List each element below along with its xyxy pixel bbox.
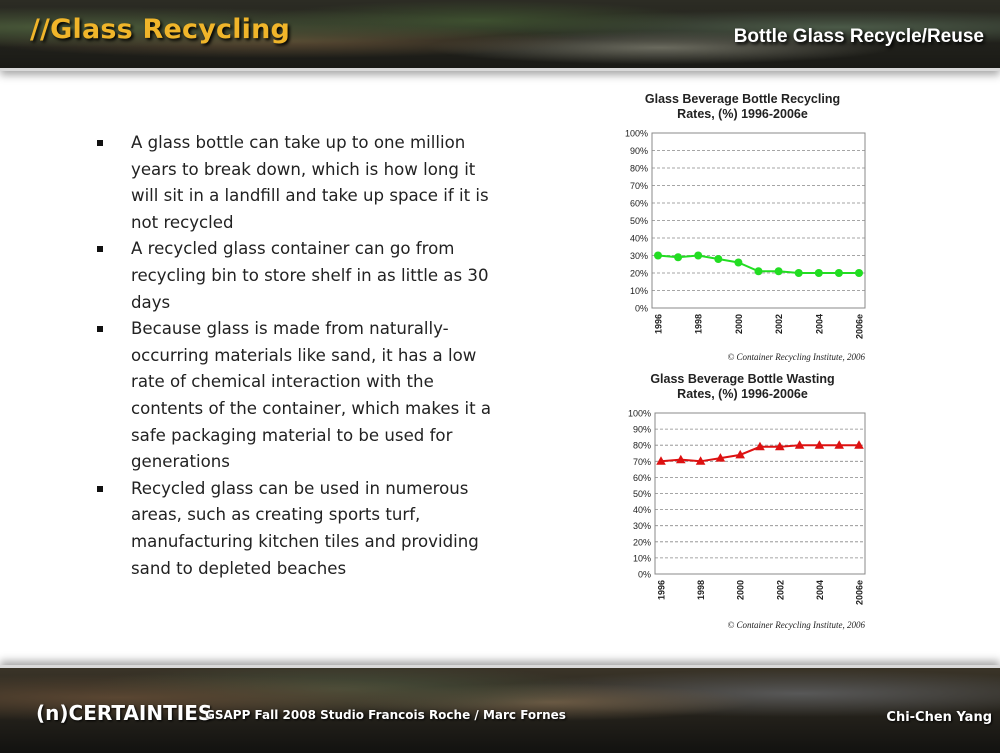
- recycling-rate-chart: Glass Beverage Bottle Recycling Rates, (…: [600, 88, 885, 362]
- bullet-text: Recycled glass can be used in numerous a…: [131, 478, 479, 578]
- y-tick-label: 0%: [638, 570, 651, 580]
- recycling-chart-plot: 0% 10% 20% 30% 40% 50% 60% 70% 80% 90% 100% 1996 199…: [625, 129, 866, 339]
- x-tick-label: 2002: [774, 314, 784, 334]
- square-bullet-icon: [97, 485, 103, 492]
- chart-credit: © Container Recycling Institute, 2006: [727, 352, 865, 362]
- y-tick-label: 90%: [633, 425, 651, 435]
- data-point: [794, 269, 803, 277]
- x-tick-label: 1998: [694, 314, 704, 334]
- x-tick-label: 2000: [736, 580, 746, 600]
- y-tick-label: 20%: [630, 269, 648, 279]
- data-point: [694, 251, 703, 260]
- square-bullet-icon: [97, 140, 103, 146]
- bullet-list: A glass bottle can take up to one millio…: [96, 130, 506, 582]
- y-tick-label: 80%: [633, 441, 651, 451]
- y-tick-label: 40%: [630, 234, 648, 244]
- y-tick-label: 20%: [633, 537, 651, 547]
- y-tick-label: 80%: [630, 164, 648, 174]
- bullet-text: Because glass is made from naturally-occ…: [131, 319, 492, 472]
- y-tick-label: 90%: [630, 146, 648, 156]
- y-tick-label: 30%: [633, 521, 651, 531]
- footer-brand: (n)CERTAINTIES: [36, 701, 213, 725]
- data-point: [854, 440, 864, 449]
- chart-title-line: Glass Beverage Bottle Wasting: [650, 372, 835, 386]
- x-tick-label: 1998: [696, 580, 706, 600]
- data-point: [715, 453, 726, 462]
- y-tick-label: 30%: [630, 251, 648, 261]
- data-point: [714, 255, 723, 263]
- y-tick-label: 10%: [630, 286, 648, 296]
- x-tick-label: 2006e: [855, 314, 865, 339]
- data-point: [794, 440, 805, 449]
- x-tick-label: 2006e: [855, 580, 865, 605]
- bullet-item: A glass bottle can take up to one millio…: [96, 130, 506, 236]
- data-point: [814, 269, 823, 277]
- slide-footer: (n)CERTAINTIES GSAPP Fall 2008 Studio Fr…: [0, 665, 1000, 753]
- y-tick-label: 70%: [633, 457, 651, 467]
- x-tick-label: 2000: [734, 314, 744, 334]
- data-point: [674, 253, 683, 262]
- y-tick-label: 100%: [628, 409, 651, 419]
- data-point: [814, 440, 825, 449]
- wasting-rate-chart: Glass Beverage Bottle Wasting Rates, (%)…: [600, 368, 885, 638]
- square-bullet-icon: [97, 246, 103, 253]
- chart-credit: © Container Recycling Institute, 2006: [727, 620, 865, 630]
- chart-title-line: Rates, (%) 1996-2006e: [677, 387, 808, 401]
- bullet-item: A recycled glass container can go from r…: [96, 236, 506, 316]
- wasting-chart-plot: 0% 10% 20% 30% 40% 50% 60% 70% 80% 90% 100% 1996 199…: [628, 409, 866, 605]
- y-tick-label: 100%: [625, 129, 648, 139]
- data-point: [654, 251, 662, 260]
- y-tick-label: 60%: [633, 473, 651, 483]
- y-tick-label: 50%: [630, 216, 648, 226]
- data-point: [855, 269, 863, 277]
- data-point: [775, 441, 785, 451]
- chart-title-line: Rates, (%) 1996-2006e: [677, 107, 808, 121]
- bullet-item: Recycled glass can be used in numerous a…: [96, 476, 506, 582]
- chart-title: Glass Beverage Bottle Recycling Rates, (…: [600, 92, 885, 122]
- chart-title: Glass Beverage Bottle Wasting Rates, (%)…: [600, 372, 885, 402]
- x-tick-label: 2002: [775, 580, 785, 600]
- data-point: [834, 269, 843, 277]
- data-point: [735, 449, 745, 459]
- slide-subtitle: Bottle Glass Recycle/Reuse: [733, 26, 984, 47]
- bullet-text: A recycled glass container can go from r…: [131, 239, 489, 312]
- y-tick-label: 70%: [630, 181, 648, 191]
- y-tick-label: 40%: [633, 505, 651, 515]
- footer-author: Chi-Chen Yang: [886, 710, 992, 725]
- y-tick-label: 0%: [635, 304, 648, 314]
- y-tick-label: 60%: [630, 199, 648, 209]
- data-point: [755, 441, 765, 451]
- bullet-item: Because glass is made from naturally-occ…: [96, 316, 506, 476]
- square-bullet-icon: [97, 326, 103, 333]
- data-point: [695, 456, 706, 465]
- data-point: [754, 267, 763, 276]
- y-tick-label: 10%: [633, 553, 651, 563]
- slide-title: //Glass Recycling: [30, 14, 291, 45]
- data-point: [774, 267, 783, 276]
- footer-studio: GSAPP Fall 2008 Studio Francois Roche / …: [205, 708, 566, 722]
- bullet-text: A glass bottle can take up to one millio…: [131, 133, 489, 232]
- data-point: [734, 258, 743, 267]
- x-tick-label: 1996: [654, 314, 664, 334]
- x-tick-label: 1996: [657, 580, 667, 600]
- data-point: [676, 454, 686, 464]
- y-tick-label: 50%: [633, 489, 651, 499]
- x-tick-label: 2004: [815, 580, 825, 600]
- data-point: [656, 456, 666, 465]
- x-tick-label: 2004: [814, 314, 824, 334]
- slide-header: //Glass Recycling Bottle Glass Recycle/R…: [0, 0, 1000, 71]
- chart-title-line: Glass Beverage Bottle Recycling: [644, 92, 841, 106]
- data-point: [834, 440, 844, 449]
